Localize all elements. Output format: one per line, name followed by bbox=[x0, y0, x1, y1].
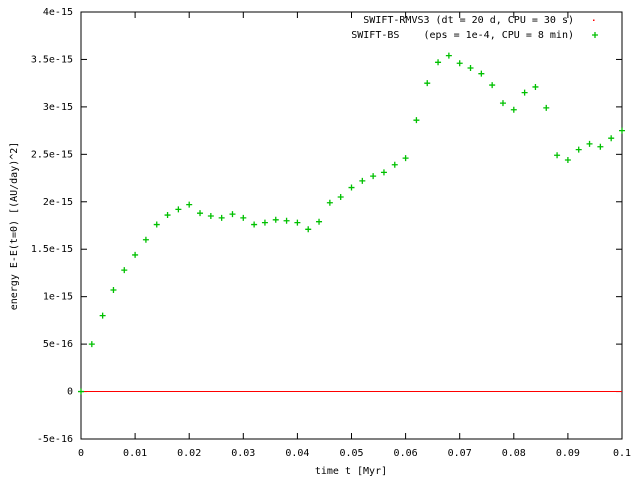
data-point bbox=[110, 287, 117, 294]
data-point bbox=[207, 213, 214, 220]
data-point bbox=[435, 59, 442, 66]
data-point bbox=[424, 80, 431, 87]
data-point bbox=[467, 64, 474, 71]
legend-swatch bbox=[593, 19, 595, 21]
data-point bbox=[218, 214, 225, 221]
y-axis-label: energy E-E(t=0) [(AU/day)^2] bbox=[9, 142, 20, 311]
data-point bbox=[532, 83, 539, 90]
data-point bbox=[348, 184, 355, 191]
data-point bbox=[478, 70, 485, 77]
x-tick-label: 0.05 bbox=[339, 448, 363, 459]
data-point bbox=[272, 216, 279, 223]
y-tick-label: 3.5e-15 bbox=[31, 54, 73, 65]
data-point bbox=[619, 127, 625, 134]
legend-label: SWIFT-RMVS3 (dt = 20 d, CPU = 30 s) bbox=[363, 15, 574, 26]
data-point bbox=[370, 173, 377, 180]
y-tick-label: 1e-15 bbox=[43, 292, 73, 303]
x-tick-label: 0.09 bbox=[556, 448, 580, 459]
data-point bbox=[283, 217, 290, 224]
data-point bbox=[186, 201, 193, 208]
x-tick-label: 0.03 bbox=[231, 448, 255, 459]
y-tick-label: 1.5e-15 bbox=[31, 244, 73, 255]
data-point bbox=[175, 206, 182, 213]
x-tick-label: 0.02 bbox=[177, 448, 201, 459]
data-point bbox=[445, 52, 452, 59]
data-point bbox=[359, 177, 366, 184]
data-point bbox=[294, 219, 301, 226]
data-point bbox=[489, 82, 496, 89]
data-point bbox=[121, 267, 128, 274]
data-point bbox=[88, 341, 95, 348]
data-point bbox=[586, 140, 593, 147]
y-tick-label: 2e-15 bbox=[43, 197, 73, 208]
data-point bbox=[197, 210, 204, 217]
data-point bbox=[413, 117, 420, 124]
data-point bbox=[261, 219, 268, 226]
data-point bbox=[240, 214, 247, 221]
y-tick-label: 3e-15 bbox=[43, 102, 73, 113]
x-tick-label: 0.08 bbox=[502, 448, 526, 459]
data-point bbox=[597, 143, 604, 150]
data-point bbox=[543, 104, 550, 111]
data-point bbox=[608, 135, 615, 142]
x-axis-label: time t [Myr] bbox=[315, 466, 387, 477]
data-point bbox=[326, 199, 333, 206]
data-point bbox=[229, 211, 236, 218]
data-point bbox=[99, 312, 106, 319]
data-point bbox=[510, 106, 517, 113]
y-tick-label: 4e-15 bbox=[43, 7, 73, 18]
x-tick-label: 0.07 bbox=[448, 448, 472, 459]
data-point bbox=[456, 60, 463, 67]
data-point bbox=[380, 169, 387, 176]
data-point bbox=[305, 226, 312, 233]
data-point bbox=[153, 221, 160, 228]
data-point bbox=[575, 146, 582, 153]
x-tick-label: 0.1 bbox=[613, 448, 631, 459]
legend-label: SWIFT-BS (eps = 1e-4, CPU = 8 min) bbox=[351, 30, 574, 41]
x-tick-label: 0.06 bbox=[394, 448, 418, 459]
y-tick-label: -5e-16 bbox=[37, 434, 73, 445]
y-tick-label: 0 bbox=[67, 387, 73, 398]
data-point bbox=[499, 100, 506, 107]
x-tick-label: 0 bbox=[78, 448, 84, 459]
data-point bbox=[391, 161, 398, 168]
y-tick-label: 5e-16 bbox=[43, 339, 73, 350]
x-tick-label: 0.04 bbox=[285, 448, 309, 459]
data-point bbox=[564, 157, 571, 164]
y-tick-label: 2.5e-15 bbox=[31, 149, 73, 160]
data-point bbox=[337, 194, 344, 201]
data-point bbox=[251, 221, 258, 228]
data-point bbox=[78, 388, 84, 395]
legend-swatch bbox=[592, 32, 598, 38]
data-point bbox=[316, 218, 323, 225]
x-tick-label: 0.01 bbox=[123, 448, 147, 459]
data-point bbox=[164, 212, 171, 219]
plot-border bbox=[80, 11, 623, 440]
data-point bbox=[132, 251, 139, 258]
data-point bbox=[142, 236, 149, 243]
data-point bbox=[521, 89, 528, 96]
data-point bbox=[554, 152, 561, 159]
data-point bbox=[402, 155, 409, 162]
